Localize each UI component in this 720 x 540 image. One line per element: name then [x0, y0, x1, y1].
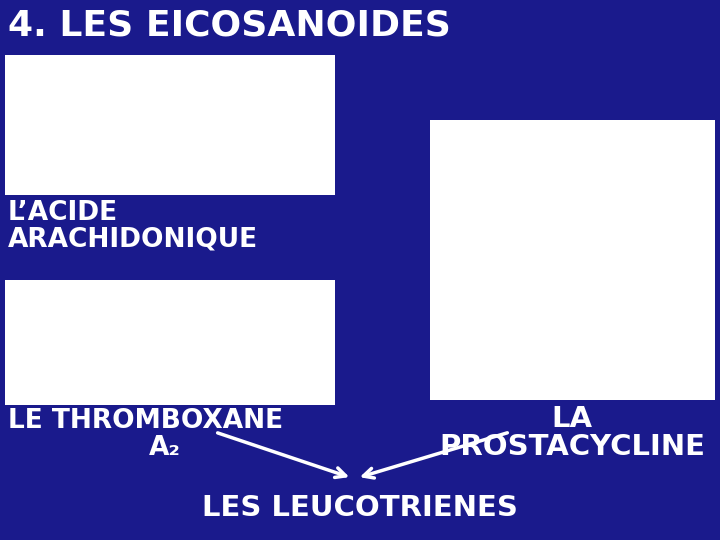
Text: L’ACIDE: L’ACIDE	[8, 200, 118, 226]
Text: 4. LES EICOSANOIDES: 4. LES EICOSANOIDES	[8, 8, 451, 42]
Bar	[5, 55, 335, 195]
Text: ARACHIDONIQUE: ARACHIDONIQUE	[8, 226, 258, 252]
Text: LES LEUCOTRIENES: LES LEUCOTRIENES	[202, 494, 518, 522]
Bar	[5, 280, 335, 405]
Text: PROSTACYCLINE: PROSTACYCLINE	[439, 433, 705, 461]
Text: LE THROMBOXANE: LE THROMBOXANE	[8, 408, 283, 434]
Text: A₂: A₂	[149, 435, 181, 461]
Text: LA: LA	[552, 405, 593, 433]
Bar	[430, 120, 715, 400]
